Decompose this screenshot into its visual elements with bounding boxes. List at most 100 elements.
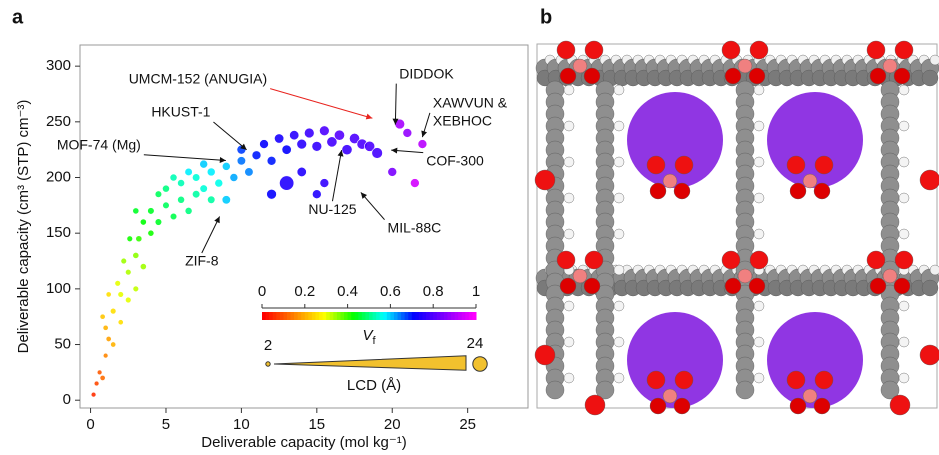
atom: [790, 183, 806, 199]
point: [297, 139, 307, 149]
atom: [899, 229, 909, 239]
colorbar-segment: [369, 312, 373, 320]
point: [162, 185, 169, 192]
point: [312, 141, 322, 151]
colorbar-segment: [291, 312, 295, 320]
x-tick-label: 20: [384, 416, 401, 433]
point: [279, 176, 293, 190]
atom: [736, 381, 754, 399]
x-tick-label: 15: [308, 416, 325, 433]
point: [215, 179, 223, 187]
atom: [790, 398, 806, 414]
point: [125, 297, 131, 303]
colorbar-segment: [333, 312, 337, 320]
annotation: COF-300: [426, 152, 484, 168]
atom: [895, 251, 913, 269]
size-legend-max-label: 24: [467, 335, 484, 352]
point: [103, 325, 108, 330]
arrow-head: [391, 148, 397, 154]
y-tick-label: 100: [46, 280, 71, 297]
point: [252, 151, 261, 160]
atom: [564, 85, 574, 95]
colorbar-segment: [462, 312, 466, 320]
atom: [663, 174, 677, 188]
colorbar-segment: [323, 312, 327, 320]
atom: [899, 121, 909, 131]
colorbar-segment: [419, 312, 423, 320]
atom: [749, 68, 765, 84]
atom: [754, 373, 764, 383]
atom: [922, 70, 938, 86]
atom: [894, 68, 910, 84]
structure-image: [535, 41, 939, 415]
point: [155, 219, 162, 226]
colorbar-segment: [344, 312, 348, 320]
atom: [899, 301, 909, 311]
atom: [564, 337, 574, 347]
colorbar-segment: [380, 312, 384, 320]
y-tick-label: 200: [46, 168, 71, 185]
colorbar-segment: [447, 312, 451, 320]
point: [230, 173, 238, 181]
y-axis-label: Deliverable capacity (cm³ (STP) cm⁻³): [15, 100, 32, 354]
colorbar-segment: [415, 312, 419, 320]
colorbar-segment: [423, 312, 427, 320]
point: [260, 140, 269, 149]
point: [111, 342, 116, 347]
atom: [867, 41, 885, 59]
atom: [754, 85, 764, 95]
atom: [870, 278, 886, 294]
colorbar-segment: [358, 312, 362, 320]
y-tick-label: 50: [54, 335, 71, 352]
atom: [930, 55, 939, 65]
atom: [564, 121, 574, 131]
atom: [650, 183, 666, 199]
annotation-arrow: [270, 89, 372, 119]
atom: [725, 68, 741, 84]
atom: [895, 41, 913, 59]
colorbar-segment: [283, 312, 287, 320]
colorbar-segment: [276, 312, 280, 320]
panel-label: a: [12, 6, 24, 28]
point: [148, 208, 155, 215]
arrow-head: [220, 157, 226, 163]
point: [388, 167, 397, 176]
atom: [803, 174, 817, 188]
point: [115, 280, 121, 286]
atom: [614, 121, 624, 131]
atom: [883, 269, 897, 283]
colorbar-segment: [301, 312, 305, 320]
point: [403, 128, 412, 137]
y-tick-label: 300: [46, 57, 71, 74]
atom: [573, 59, 587, 73]
atom: [557, 41, 575, 59]
point: [245, 168, 253, 176]
colorbar-segment: [444, 312, 448, 320]
y-tick-label: 0: [63, 391, 71, 408]
colorbar-segment: [373, 312, 377, 320]
colorbar-segment: [437, 312, 441, 320]
atom: [585, 395, 605, 415]
colorbar-segment: [451, 312, 455, 320]
point: [334, 130, 344, 140]
point: [118, 320, 123, 325]
annotation-arrow: [144, 155, 226, 161]
atom: [647, 371, 665, 389]
colorbar-segment: [408, 312, 412, 320]
colorbar-segment: [390, 312, 394, 320]
y-tick-label: 150: [46, 224, 71, 241]
point: [297, 167, 306, 176]
colorbar-segment: [469, 312, 473, 320]
colorbar-segment: [433, 312, 437, 320]
atom: [754, 193, 764, 203]
colorbar-segment: [269, 312, 273, 320]
point: [185, 168, 193, 176]
colorbar-segment: [376, 312, 380, 320]
atom: [899, 373, 909, 383]
point: [342, 145, 352, 155]
atom: [614, 229, 624, 239]
atom: [585, 251, 603, 269]
colorbar-segment: [426, 312, 430, 320]
colorbar-segment: [472, 312, 476, 320]
panel-label: b: [540, 6, 552, 28]
